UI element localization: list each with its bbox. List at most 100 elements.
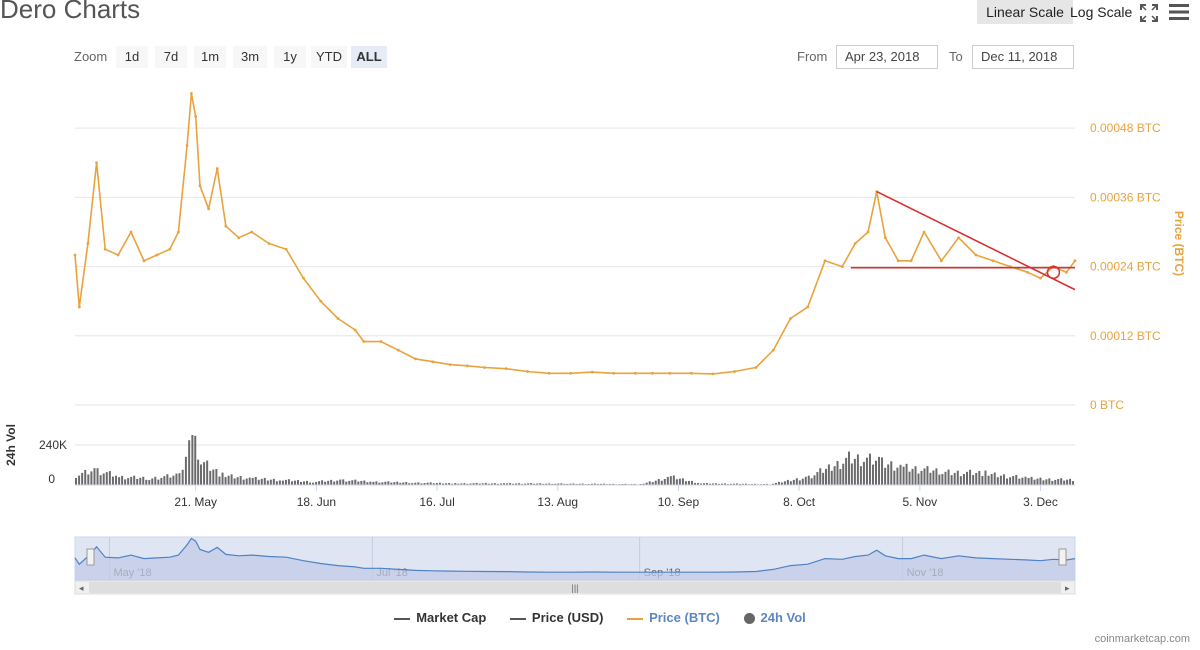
volume-bar [612, 483, 615, 485]
y-tick-label: 0 BTC [1090, 398, 1124, 412]
volume-bar [215, 469, 218, 485]
legend-24h-vol[interactable]: 24h Vol [743, 610, 806, 625]
volume-bar [200, 464, 202, 485]
legend-swatch [743, 613, 755, 625]
volume-bar [887, 464, 890, 485]
volume-bar [160, 477, 163, 485]
volume-bar [1033, 479, 1036, 485]
volume-bar [839, 469, 842, 485]
fullscreen-icon[interactable] [1140, 4, 1158, 22]
volume-bar [402, 482, 405, 485]
volume-bar [127, 478, 130, 485]
volume-bar [188, 440, 191, 485]
volume-bar [956, 470, 959, 485]
volume-bar [557, 483, 560, 485]
volume-bar [741, 483, 744, 485]
volume-bar [783, 481, 786, 485]
zoom-1m-button[interactable]: 1m [194, 46, 226, 68]
volume-bar [133, 475, 136, 485]
volume-bar [206, 460, 209, 485]
volume-bar [941, 474, 944, 485]
volume-bar [984, 470, 987, 485]
zoom-ytd-button[interactable]: YTD [311, 46, 347, 68]
volume-bar [621, 483, 624, 485]
volume-bar [348, 480, 351, 485]
volume-bar [675, 479, 678, 485]
volume-bar [819, 468, 822, 485]
volume-bar [420, 483, 423, 485]
linear-scale-button[interactable]: Linear Scale [977, 0, 1073, 24]
volume-bar [345, 481, 348, 485]
volume-bar [792, 479, 795, 485]
x-tick-label: 13. Aug [537, 495, 578, 509]
volume-bar [717, 483, 720, 485]
volume-bar [154, 476, 157, 485]
volume-bar [813, 475, 816, 485]
volume-bar [744, 483, 747, 485]
volume-bar [105, 472, 108, 485]
volume-bar [708, 483, 711, 485]
volume-bar [99, 475, 102, 485]
volume-bar [1048, 478, 1051, 485]
volume-bar [351, 480, 354, 485]
volume-bar [360, 481, 363, 485]
volume-bar [1009, 477, 1012, 485]
volume-bar [405, 482, 408, 485]
volume-bar [121, 475, 124, 485]
volume-bar [633, 483, 636, 485]
volume-bar [875, 460, 877, 485]
volume-bar [842, 463, 845, 485]
volume-bar [293, 480, 296, 485]
scrollbar-thumb[interactable] [89, 582, 1061, 593]
volume-bar [663, 478, 666, 485]
zoom-1y-button[interactable]: 1y [274, 46, 306, 68]
legend-price-usd[interactable]: Price (USD) [509, 610, 603, 625]
volume-bar [777, 481, 780, 485]
legend-market-cap[interactable]: Market Cap [394, 610, 486, 625]
zoom-label: Zoom [74, 49, 108, 64]
volume-bar [990, 474, 993, 485]
volume-bar [357, 481, 360, 485]
volume-bar [972, 475, 975, 485]
volume-bar [975, 472, 978, 485]
volume-bar [166, 474, 169, 485]
from-date-input[interactable]: Apr 23, 2018 [836, 45, 938, 69]
zoom-1d-button[interactable]: 1d [116, 46, 148, 68]
vol-tick-label: 0 [48, 472, 55, 486]
volume-bar [771, 483, 774, 485]
page-title: Dero Charts [0, 0, 141, 24]
volume-bar [506, 483, 509, 485]
zoom-3m-button[interactable]: 3m [233, 46, 267, 68]
volume-bar [1021, 477, 1024, 485]
volume-bar [959, 476, 962, 485]
legend-price-btc[interactable]: Price (BTC) [627, 610, 720, 625]
to-date-input[interactable]: Dec 11, 2018 [972, 45, 1074, 69]
volume-bar [539, 483, 542, 485]
volume-bar [451, 483, 454, 485]
log-scale-button[interactable]: Log Scale [1070, 4, 1133, 20]
volume-bar [90, 471, 93, 485]
menu-icon[interactable] [1168, 2, 1190, 22]
zoom-all-button[interactable]: ALL [351, 46, 387, 68]
volume-bar [145, 479, 148, 485]
volume-bar [938, 474, 941, 485]
volume-bar [287, 479, 290, 485]
volume-bar [387, 481, 390, 485]
navigator-handle[interactable] [86, 548, 95, 566]
volume-bar [524, 483, 527, 485]
volume-bar [603, 483, 606, 485]
volume-bar [191, 435, 194, 485]
volume-bar [212, 469, 215, 485]
volume-bar [651, 482, 654, 485]
volume-bar [1006, 478, 1009, 485]
volume-bar [266, 480, 269, 485]
volume-bar [1063, 480, 1066, 485]
volume-bar [278, 480, 281, 485]
zoom-7d-button[interactable]: 7d [155, 46, 187, 68]
source-credit: coinmarketcap.com [1094, 633, 1190, 645]
navigator-handle[interactable] [1058, 548, 1067, 566]
legend-swatch [394, 617, 411, 620]
legend: Market Cap Price (USD) Price (BTC) 24h V… [0, 610, 1200, 625]
navigator-line [74, 537, 1076, 573]
volume-bar [993, 472, 996, 485]
